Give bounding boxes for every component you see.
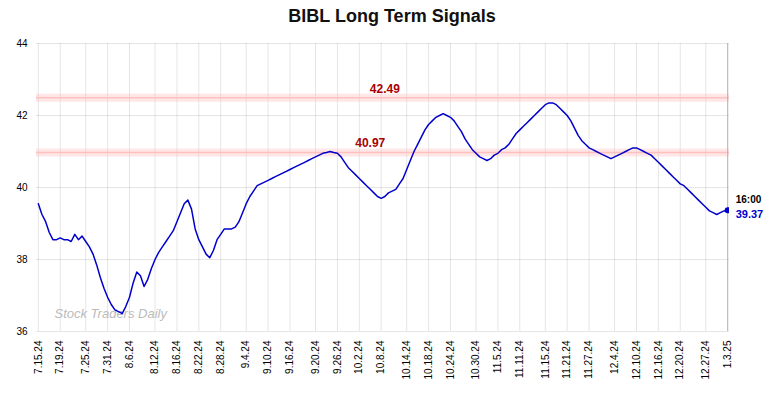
svg-text:7.31.24: 7.31.24 (102, 340, 113, 374)
svg-text:9.4.24: 9.4.24 (240, 340, 251, 368)
svg-text:9.26.24: 9.26.24 (332, 340, 343, 374)
svg-text:38: 38 (16, 254, 28, 265)
svg-text:10.2.24: 10.2.24 (353, 340, 364, 374)
svg-text:7.25.24: 7.25.24 (80, 340, 91, 374)
svg-text:10.8.24: 10.8.24 (375, 340, 386, 374)
svg-text:36: 36 (16, 326, 28, 337)
svg-text:8.16.24: 8.16.24 (171, 340, 182, 374)
svg-text:12.27.24: 12.27.24 (700, 340, 711, 379)
svg-text:1.3.25: 1.3.25 (722, 340, 733, 368)
svg-text:16:00: 16:00 (736, 194, 762, 205)
html-text:BIBL Long Term Signals: BIBL Long Term Signals (288, 6, 496, 26)
svg-text:11.11.24: 11.11.24 (514, 340, 525, 378)
svg-text:11.27.24: 11.27.24 (583, 340, 594, 379)
svg-text:40: 40 (16, 182, 28, 193)
svg-text:12.16.24: 12.16.24 (653, 340, 664, 379)
svg-text:10.14.24: 10.14.24 (401, 340, 412, 379)
svg-text:9.16.24: 9.16.24 (284, 340, 295, 374)
svg-text:12.20.24: 12.20.24 (674, 340, 685, 379)
svg-text:9.20.24: 9.20.24 (310, 340, 321, 374)
svg-text:40.97: 40.97 (355, 136, 385, 150)
svg-text:8.12.24: 8.12.24 (149, 340, 160, 374)
svg-text:10.30.24: 10.30.24 (470, 340, 481, 379)
svg-text:7.15.24: 7.15.24 (33, 340, 44, 374)
svg-text:11.15.24: 11.15.24 (540, 340, 551, 379)
svg-text:10.24.24: 10.24.24 (445, 340, 456, 379)
svg-text:12.4.24: 12.4.24 (609, 340, 620, 374)
svg-text:39.37: 39.37 (736, 208, 764, 220)
svg-text:12.10.24: 12.10.24 (631, 340, 642, 379)
svg-text:11.21.24: 11.21.24 (561, 340, 572, 379)
svg-text:8.28.24: 8.28.24 (215, 340, 226, 374)
svg-text:8.6.24: 8.6.24 (124, 340, 135, 368)
svg-text:10.18.24: 10.18.24 (423, 340, 434, 379)
svg-text:7.19.24: 7.19.24 (54, 340, 65, 374)
svg-text:42.49: 42.49 (370, 82, 400, 96)
svg-text:11.5.24: 11.5.24 (492, 340, 503, 373)
svg-text:9.10.24: 9.10.24 (262, 340, 273, 374)
svg-text:Stock Traders Daily: Stock Traders Daily (55, 306, 169, 321)
svg-text:44: 44 (16, 38, 28, 49)
svg-text:42: 42 (16, 110, 28, 121)
svg-text:8.22.24: 8.22.24 (193, 340, 204, 374)
